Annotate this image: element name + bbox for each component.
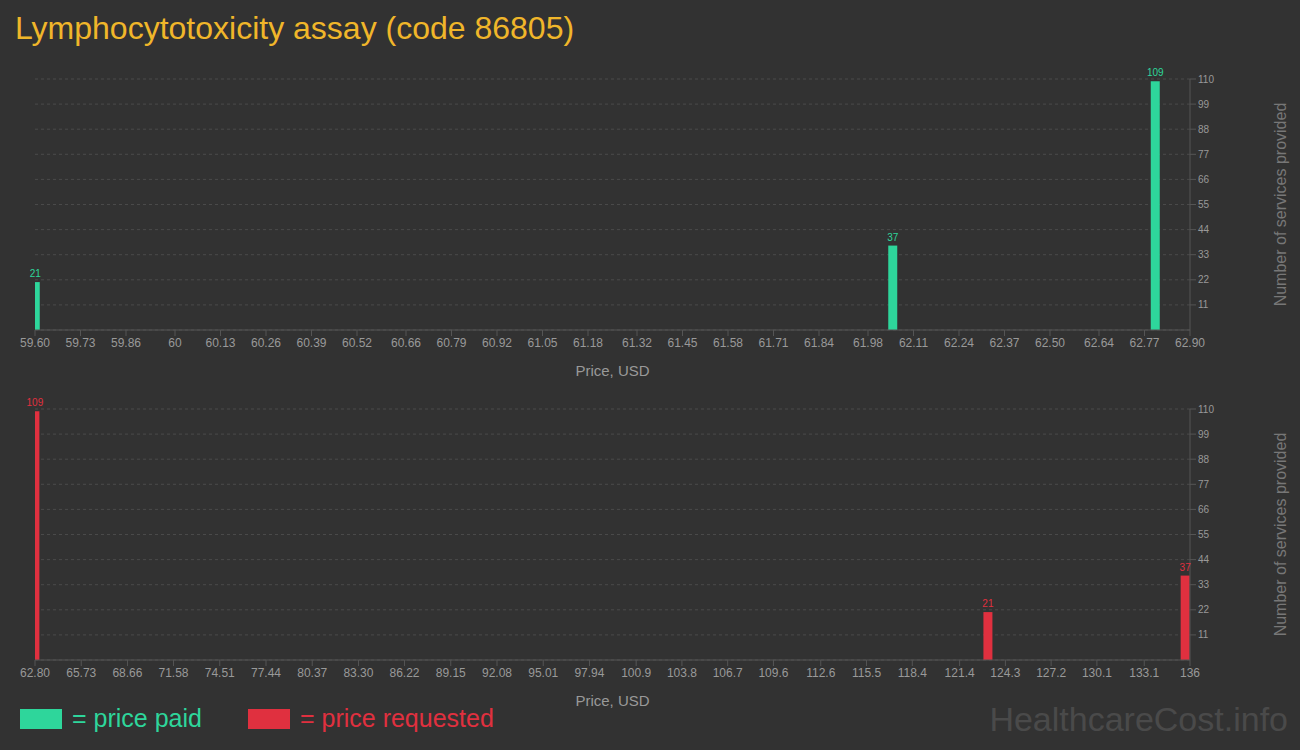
svg-text:11: 11: [1198, 629, 1209, 640]
svg-text:88: 88: [1198, 454, 1210, 465]
svg-text:59.60: 59.60: [20, 336, 50, 350]
svg-text:109: 109: [1147, 67, 1164, 78]
svg-text:62.64: 62.64: [1084, 336, 1114, 350]
svg-text:60: 60: [168, 336, 182, 350]
svg-text:95.01: 95.01: [528, 666, 558, 680]
svg-text:74.51: 74.51: [205, 666, 235, 680]
svg-text:44: 44: [1198, 224, 1210, 235]
svg-text:136: 136: [1180, 666, 1200, 680]
svg-text:68.66: 68.66: [112, 666, 142, 680]
svg-text:Price, USD: Price, USD: [575, 362, 649, 379]
svg-text:62.90: 62.90: [1175, 336, 1205, 350]
svg-text:121.4: 121.4: [945, 666, 975, 680]
svg-text:62.77: 62.77: [1129, 336, 1159, 350]
svg-text:22: 22: [1198, 604, 1210, 615]
svg-text:118.4: 118.4: [898, 666, 927, 680]
svg-text:77.44: 77.44: [251, 666, 281, 680]
svg-text:Number of services provided: Number of services provided: [1272, 433, 1289, 637]
svg-text:103.8: 103.8: [667, 666, 697, 680]
svg-text:133.1: 133.1: [1129, 666, 1159, 680]
svg-text:55: 55: [1198, 199, 1210, 210]
svg-text:106.7: 106.7: [713, 666, 743, 680]
svg-text:61.58: 61.58: [713, 336, 743, 350]
html-text:= price paid: = price paid: [72, 704, 202, 732]
svg-text:60.39: 60.39: [296, 336, 326, 350]
svg-text:97.94: 97.94: [574, 666, 604, 680]
svg-text:55: 55: [1198, 529, 1210, 540]
svg-text:71.58: 71.58: [159, 666, 189, 680]
svg-text:110: 110: [1198, 74, 1214, 85]
svg-text:109.6: 109.6: [758, 666, 788, 680]
html-text:= price requested: = price requested: [300, 704, 494, 732]
svg-text:61.84: 61.84: [804, 336, 834, 350]
svg-text:124.3: 124.3: [990, 666, 1020, 680]
svg-text:61.32: 61.32: [622, 336, 652, 350]
svg-text:60.92: 60.92: [482, 336, 512, 350]
svg-text:44: 44: [1198, 554, 1210, 565]
svg-text:89.15: 89.15: [436, 666, 466, 680]
svg-text:Price, USD: Price, USD: [575, 692, 649, 709]
svg-text:62.37: 62.37: [989, 336, 1019, 350]
svg-text:60.52: 60.52: [342, 336, 372, 350]
svg-text:21: 21: [30, 268, 42, 279]
svg-text:Number of services provided: Number of services provided: [1272, 103, 1289, 307]
svg-text:65.73: 65.73: [66, 666, 96, 680]
svg-text:99: 99: [1198, 99, 1210, 110]
svg-text:61.45: 61.45: [667, 336, 697, 350]
svg-text:62.80: 62.80: [20, 666, 50, 680]
svg-text:77: 77: [1198, 149, 1210, 160]
svg-text:92.08: 92.08: [482, 666, 512, 680]
svg-text:22: 22: [1198, 274, 1210, 285]
svg-text:60.13: 60.13: [205, 336, 235, 350]
svg-text:59.73: 59.73: [65, 336, 95, 350]
svg-text:60.26: 60.26: [251, 336, 281, 350]
svg-text:110: 110: [1198, 404, 1214, 415]
svg-text:59.86: 59.86: [111, 336, 141, 350]
svg-text:60.79: 60.79: [436, 336, 466, 350]
svg-text:62.11: 62.11: [899, 336, 928, 350]
svg-text:37: 37: [1180, 562, 1192, 573]
svg-text:66: 66: [1198, 174, 1210, 185]
svg-text:88: 88: [1198, 124, 1210, 135]
svg-text:61.98: 61.98: [853, 336, 883, 350]
svg-text:130.1: 130.1: [1082, 666, 1112, 680]
svg-text:33: 33: [1198, 249, 1210, 260]
svg-text:77: 77: [1198, 479, 1210, 490]
html-text:Lymphocytotoxicity assay (code: Lymphocytotoxicity assay (code 86805): [15, 10, 575, 46]
html-text:HealthcareCost.info: HealthcareCost.info: [989, 700, 1288, 738]
svg-text:61.71: 61.71: [758, 336, 788, 350]
svg-text:99: 99: [1198, 429, 1210, 440]
svg-text:61.18: 61.18: [573, 336, 603, 350]
svg-text:61.05: 61.05: [527, 336, 557, 350]
svg-text:21: 21: [982, 598, 994, 609]
svg-text:109: 109: [27, 397, 44, 408]
svg-text:100.9: 100.9: [621, 666, 651, 680]
svg-text:115.5: 115.5: [852, 666, 881, 680]
svg-text:80.37: 80.37: [297, 666, 327, 680]
svg-text:33: 33: [1198, 579, 1210, 590]
svg-text:62.50: 62.50: [1035, 336, 1065, 350]
svg-text:112.6: 112.6: [806, 666, 835, 680]
svg-text:66: 66: [1198, 504, 1210, 515]
svg-text:37: 37: [887, 232, 899, 243]
svg-text:127.2: 127.2: [1036, 666, 1066, 680]
svg-text:86.22: 86.22: [390, 666, 420, 680]
svg-text:62.24: 62.24: [944, 336, 974, 350]
svg-text:60.66: 60.66: [391, 336, 421, 350]
svg-text:11: 11: [1198, 299, 1209, 310]
svg-text:83.30: 83.30: [343, 666, 373, 680]
